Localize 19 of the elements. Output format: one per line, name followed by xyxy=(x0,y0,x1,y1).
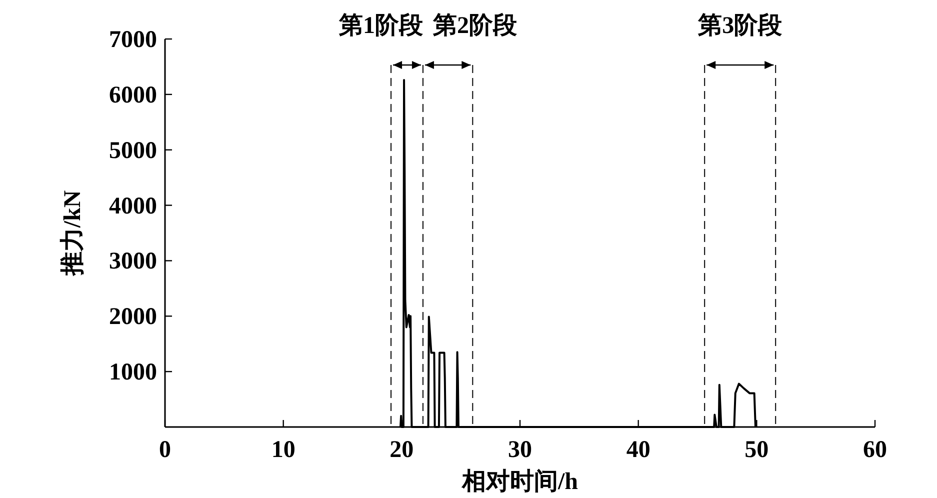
y-tick-label: 3000 xyxy=(109,248,157,275)
x-tick-label: 60 xyxy=(863,437,887,463)
y-tick-label: 4000 xyxy=(109,193,157,220)
y-tick-label: 6000 xyxy=(109,82,157,108)
y-tick-label: 2000 xyxy=(109,304,157,330)
x-axis-title: 相对时间/h xyxy=(460,468,578,495)
x-tick-label: 30 xyxy=(508,437,532,463)
annotation: 第2阶段 xyxy=(432,12,518,39)
y-tick-label: 5000 xyxy=(109,138,157,164)
x-tick-label: 0 xyxy=(159,437,171,463)
y-tick-label: 1000 xyxy=(109,360,157,386)
annotation: 第3阶段 xyxy=(697,12,784,39)
x-tick-label: 20 xyxy=(390,437,414,463)
y-axis-title: 推力/kN xyxy=(59,190,86,277)
x-tick-label: 40 xyxy=(626,437,650,463)
x-tick-label: 10 xyxy=(271,437,296,463)
annotation: 第1阶段 xyxy=(338,12,424,39)
x-tick-label: 50 xyxy=(744,437,769,463)
y-tick-label: 7000 xyxy=(109,27,157,53)
